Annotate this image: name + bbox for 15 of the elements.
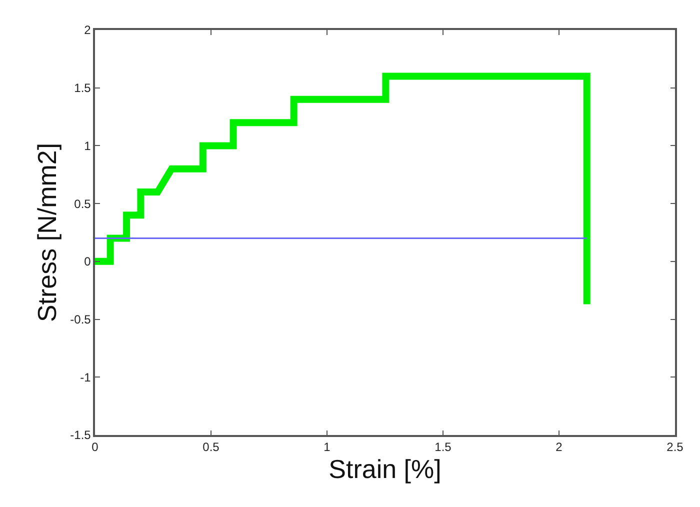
x-axis-title: Strain [%] (328, 454, 442, 484)
y-tick-label: -1.5 (70, 428, 92, 442)
y-tick-label: 1 (84, 138, 92, 153)
y-tick-label: 0 (84, 254, 92, 269)
y-tick-label: -0.5 (70, 312, 92, 326)
y-tick-label: -1 (80, 370, 92, 384)
x-tick-label: 2.5 (666, 440, 684, 454)
x-tick-label: 1 (324, 440, 331, 454)
y-axis-title: Stress [N/mm2] (32, 142, 62, 322)
x-tick-label: 0.5 (202, 440, 220, 454)
x-tick-label: 1.5 (434, 440, 452, 454)
x-tick-label: 2 (556, 440, 563, 454)
y-tick-label: 0.5 (74, 196, 92, 211)
y-tick-label: 2 (84, 23, 92, 38)
y-tick-label: 1.5 (74, 81, 92, 96)
